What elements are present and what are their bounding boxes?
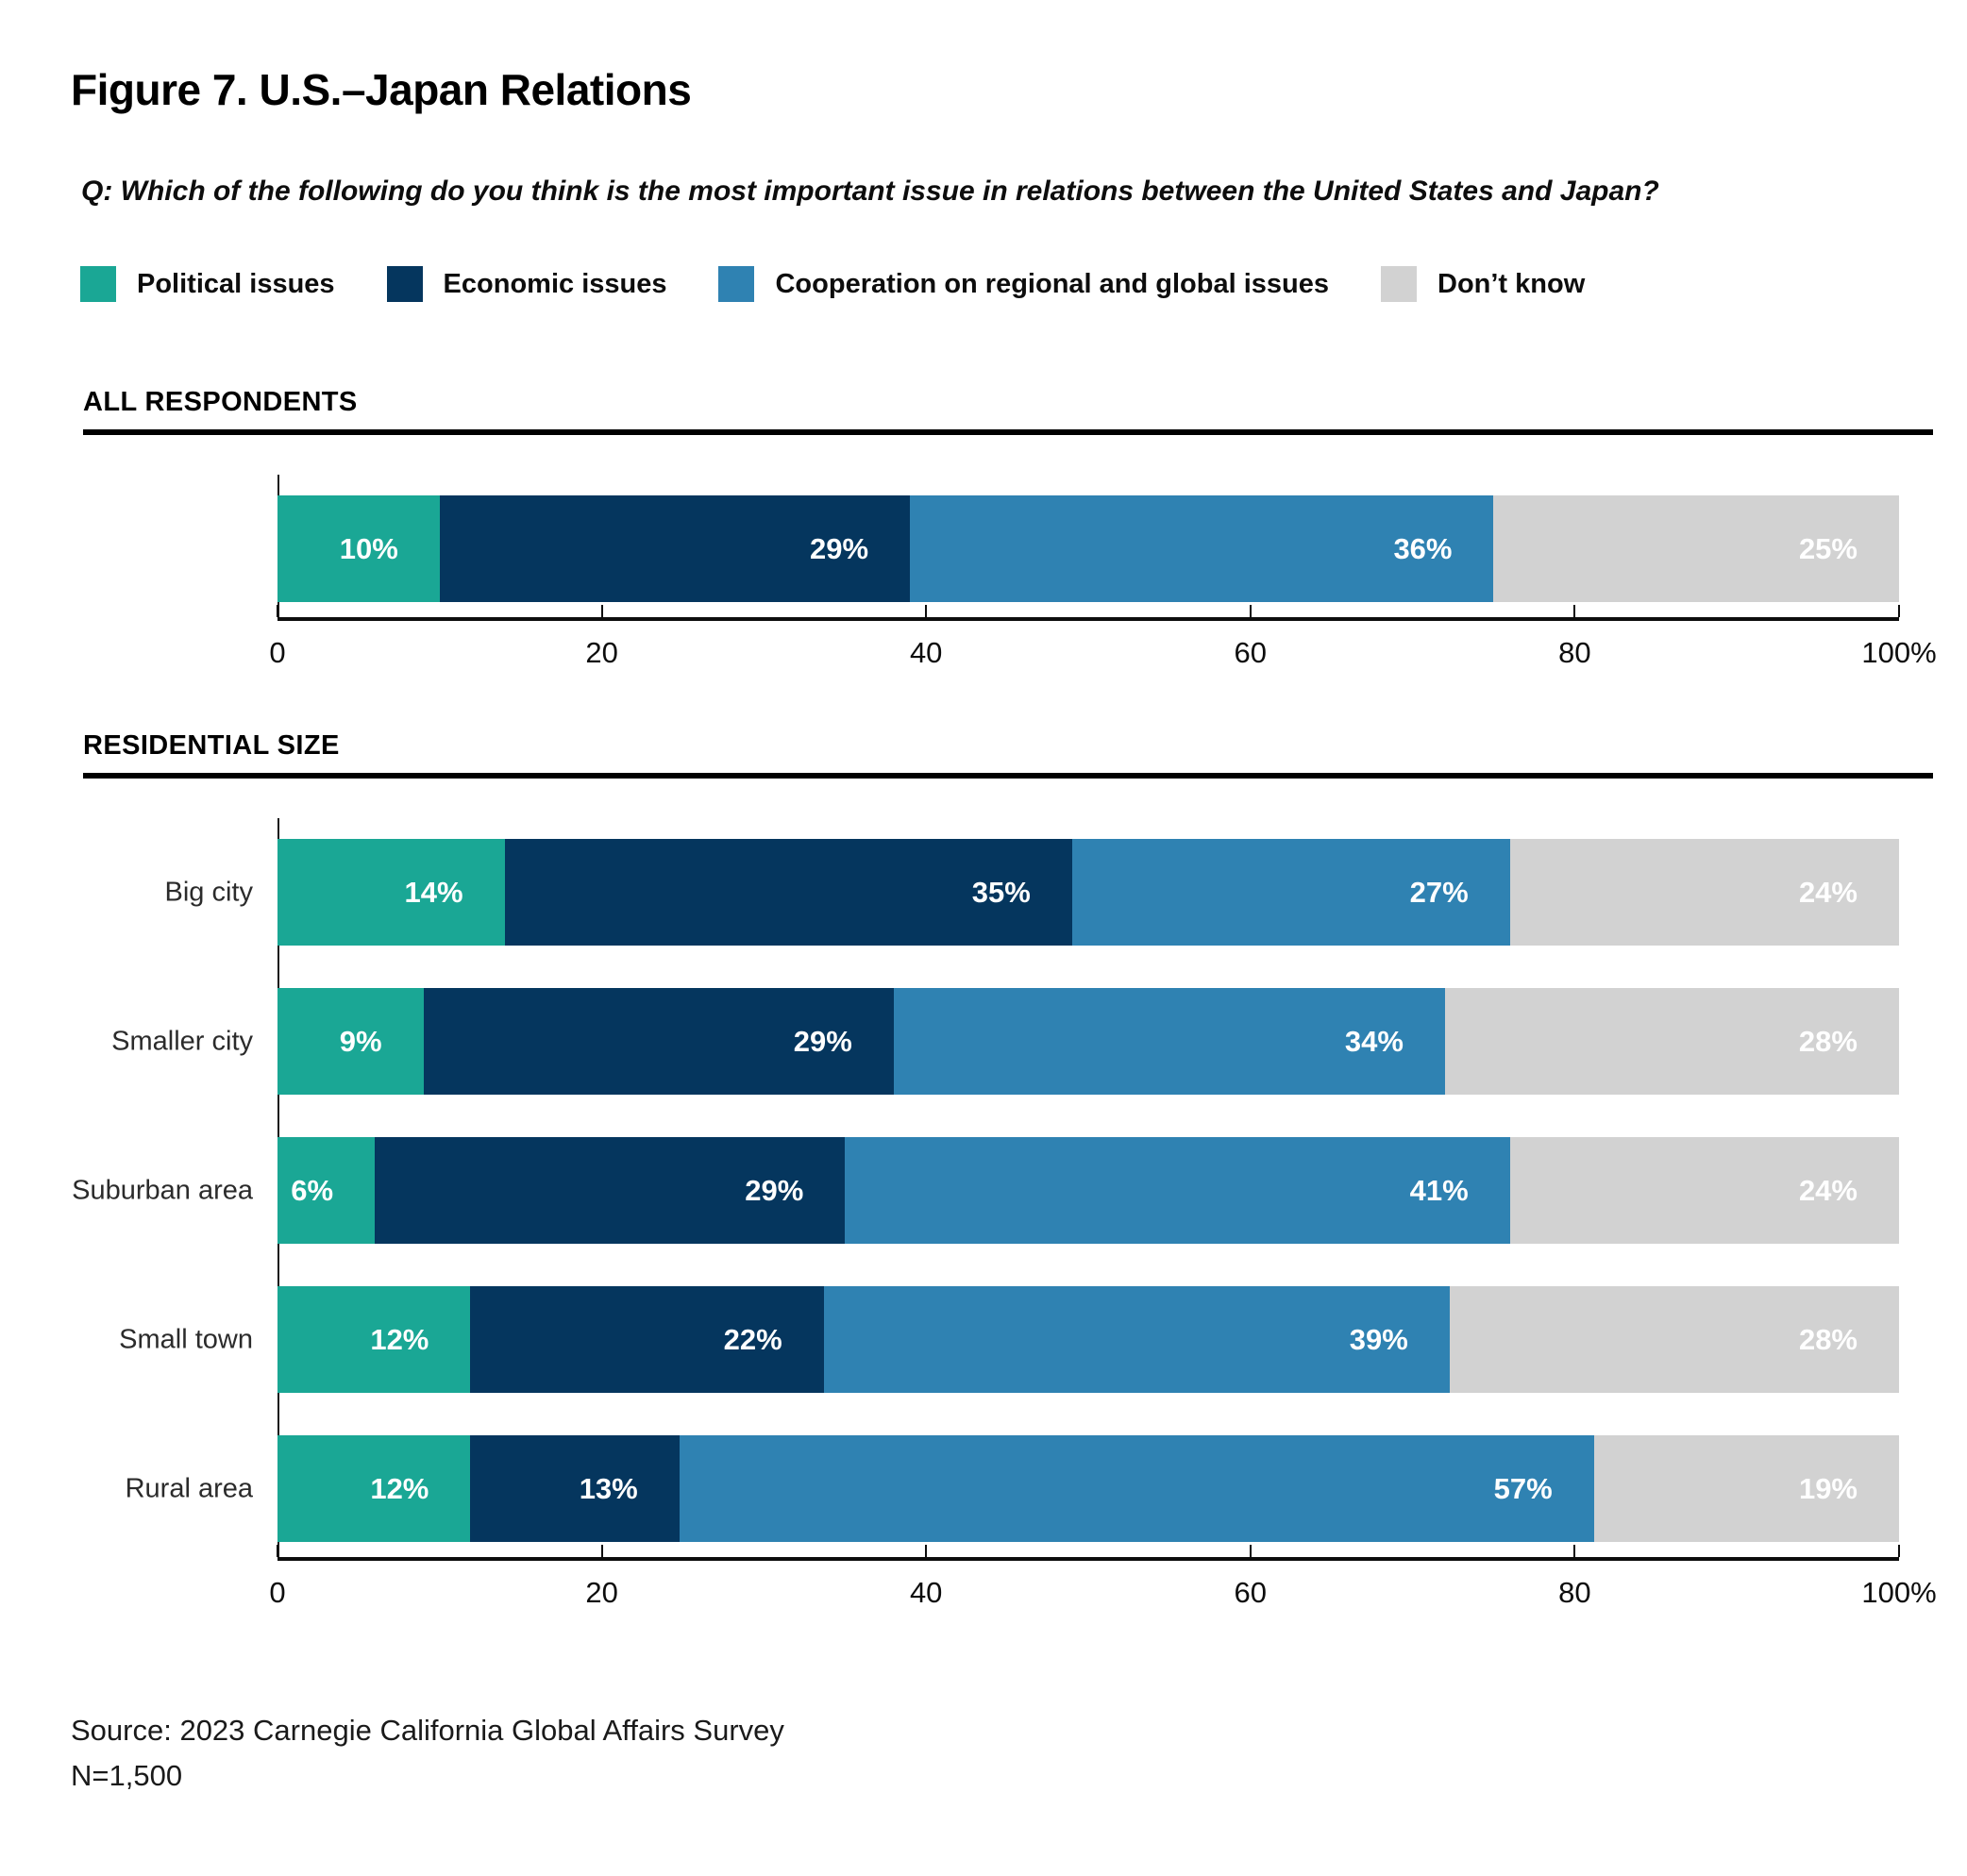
legend-label: Don’t know bbox=[1437, 268, 1586, 299]
x-axis-labels: 0 20 40 60 80 100% bbox=[269, 1561, 1936, 1610]
chart-all-respondents: 10% 29% 36% 25% 0 20 40 60 80 100% bbox=[0, 475, 1937, 670]
axis-tick-label: 40 bbox=[909, 1576, 943, 1609]
x-axis-line bbox=[277, 602, 1900, 621]
legend-label: Economic issues bbox=[443, 268, 667, 299]
legend-label: Political issues bbox=[137, 268, 335, 299]
bar-segment: 25% bbox=[1493, 495, 1899, 602]
legend-item: Cooperation on regional and global issue… bbox=[718, 266, 1329, 302]
legend-item: Economic issues bbox=[386, 266, 667, 302]
bar-segment: 28% bbox=[1444, 988, 1899, 1095]
row-label: Smaller city bbox=[111, 1026, 253, 1056]
row-label: Suburban area bbox=[72, 1175, 253, 1205]
source-block: Source: 2023 Carnegie California Global … bbox=[71, 1708, 1897, 1799]
legend-swatch bbox=[386, 266, 423, 302]
bar-segment: 6% bbox=[277, 1137, 376, 1244]
bar-segment: 35% bbox=[504, 839, 1072, 946]
row-label: Big city bbox=[164, 877, 253, 907]
row-label: Small town bbox=[119, 1324, 253, 1354]
bar-segment: 29% bbox=[375, 1137, 846, 1244]
bar-segment: 12% bbox=[277, 1435, 471, 1542]
figure-page: Figure 7. U.S.–Japan Relations Q: Which … bbox=[0, 65, 1937, 1799]
bar-segment: 13% bbox=[470, 1435, 680, 1542]
axis-tick bbox=[925, 1545, 928, 1557]
axis-tick bbox=[925, 605, 928, 617]
sample-size: N=1,500 bbox=[71, 1759, 183, 1793]
legend-swatch bbox=[718, 266, 755, 302]
axis-tick-label: 60 bbox=[1234, 1576, 1268, 1609]
page-title: Figure 7. U.S.–Japan Relations bbox=[71, 65, 692, 114]
bar-segment: 27% bbox=[1071, 839, 1510, 946]
chart-residential-size: Big city 14% 35% 27% 24% Smaller city 9% 29% 34%… bbox=[0, 818, 1937, 1610]
axis-tick-label: 0 bbox=[269, 1576, 286, 1609]
legend-swatch bbox=[80, 266, 116, 302]
bar-row: Smaller city 9% 29% 34% 28% bbox=[111, 988, 1899, 1095]
axis-tick bbox=[1573, 605, 1576, 617]
bar-segment: 36% bbox=[910, 495, 1494, 602]
x-axis-labels: 0 20 40 60 80 100% bbox=[269, 621, 1936, 670]
legend-item: Don’t know bbox=[1381, 266, 1585, 302]
axis-tick bbox=[1573, 1545, 1576, 1557]
legend-swatch bbox=[1381, 266, 1417, 302]
bar-segment: 9% bbox=[277, 988, 424, 1095]
x-axis-line bbox=[277, 1542, 1900, 1561]
section-heading-residential-size: RESIDENTIAL SIZE bbox=[83, 730, 340, 761]
bar-segment: 10% bbox=[277, 495, 440, 602]
axis-tick bbox=[1898, 1545, 1900, 1557]
bar-segment: 28% bbox=[1449, 1286, 1899, 1393]
legend-item: Political issues bbox=[80, 266, 335, 302]
axis-tick-label: 80 bbox=[1558, 636, 1591, 669]
bar-segment: 57% bbox=[679, 1435, 1594, 1542]
bar-segment: 22% bbox=[470, 1286, 824, 1393]
axis-tick-label: 20 bbox=[585, 1576, 618, 1609]
axis-tick-label: 100% bbox=[1861, 1576, 1937, 1609]
legend: Political issues Economic issues Cooperati… bbox=[80, 266, 1897, 302]
bar-segment: 12% bbox=[277, 1286, 471, 1393]
plot-area: 10% 29% 36% 25% bbox=[0, 475, 1900, 621]
bar-segment: 34% bbox=[893, 988, 1445, 1095]
bars: Big city 14% 35% 27% 24% Smaller city 9% 29% 34%… bbox=[72, 839, 1899, 1542]
legend-label: Cooperation on regional and global issue… bbox=[775, 268, 1329, 299]
bar-row: Big city 14% 35% 27% 24% bbox=[165, 839, 1899, 946]
bar-segment: 24% bbox=[1509, 839, 1899, 946]
plot-area: Big city 14% 35% 27% 24% Smaller city 9% 29% 34%… bbox=[0, 818, 1900, 1561]
section-rule bbox=[83, 429, 1933, 435]
axis-tick bbox=[600, 605, 603, 617]
axis-tick bbox=[277, 1545, 278, 1557]
axis-tick bbox=[1249, 1545, 1252, 1557]
bar-row: Rural area 12% 13% 57% 19% bbox=[126, 1435, 1899, 1542]
bar-segment: 14% bbox=[277, 839, 505, 946]
row-label: Rural area bbox=[125, 1473, 253, 1503]
bar-segment: 24% bbox=[1509, 1137, 1899, 1244]
axis-tick bbox=[1898, 605, 1900, 617]
section-rule bbox=[83, 773, 1933, 779]
bar-segment: 39% bbox=[823, 1286, 1450, 1393]
section-heading-all-respondents: ALL RESPONDENTS bbox=[83, 387, 358, 417]
bar-segment: 19% bbox=[1593, 1435, 1899, 1542]
bar-segment: 29% bbox=[439, 495, 911, 602]
bar-row: Suburban area 6% 29% 41% 24% bbox=[72, 1137, 1899, 1244]
axis-tick-label: 40 bbox=[909, 636, 943, 669]
axis-tick-label: 100% bbox=[1861, 636, 1937, 669]
axis-tick-label: 20 bbox=[585, 636, 618, 669]
axis-tick bbox=[1249, 605, 1252, 617]
axis-tick bbox=[600, 1545, 603, 1557]
source-text: Source: 2023 Carnegie California Global … bbox=[71, 1714, 784, 1747]
bar-segment: 41% bbox=[845, 1137, 1510, 1244]
axis-tick bbox=[277, 605, 278, 617]
bar-row: Small town 12% 22% 39% 28% bbox=[119, 1286, 1899, 1393]
bars: 10% 29% 36% 25% bbox=[277, 495, 1899, 602]
axis-tick-label: 0 bbox=[269, 636, 286, 669]
bar-row: 10% 29% 36% 25% bbox=[277, 495, 1899, 602]
survey-question: Q: Which of the following do you think i… bbox=[81, 176, 1659, 207]
axis-tick-label: 60 bbox=[1234, 636, 1268, 669]
axis-tick-label: 80 bbox=[1558, 1576, 1591, 1609]
bar-segment: 29% bbox=[423, 988, 894, 1095]
